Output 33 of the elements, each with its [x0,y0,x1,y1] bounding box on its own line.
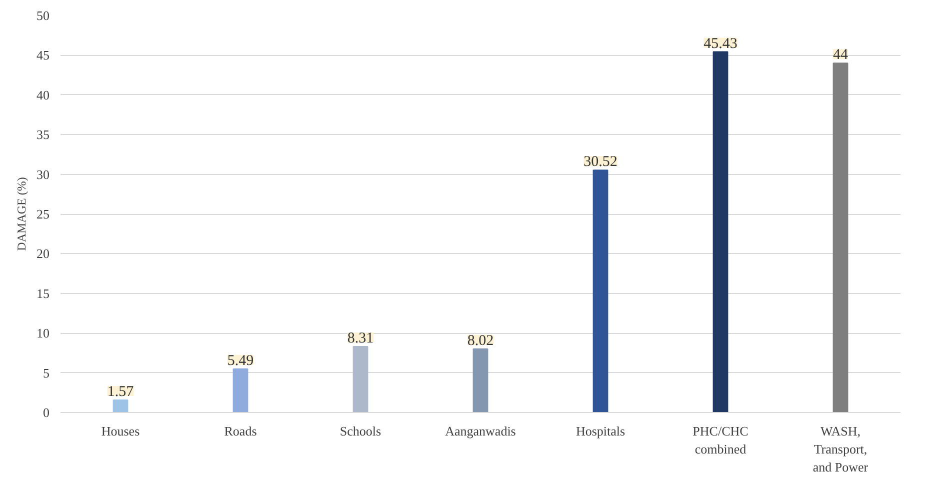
bar [592,170,608,412]
y-axis-title: DAMAGE (%) [14,177,28,251]
bar [832,62,848,412]
x-tick-label: Roads [224,424,257,438]
bar [232,368,248,412]
y-tick-label: 50 [36,8,50,23]
y-tick-label: 5 [43,365,50,380]
data-label: 8.02 [467,332,494,349]
x-tick-label: PHC/CHC combined [692,424,748,456]
y-tick-label: 30 [36,166,50,182]
y-tick-label: 15 [36,286,50,301]
data-label: 1.57 [107,384,134,400]
x-tick-label: WASH, Transport, and Power [812,424,869,474]
data-label: 44 [833,47,848,64]
bar [112,400,128,412]
y-tick-label: 10 [36,326,50,341]
x-tick-label: Aanganwadis [445,424,516,438]
bar [472,348,488,412]
data-label: 45.43 [704,36,738,52]
data-label: 5.49 [227,352,254,369]
data-label: 30.52 [584,154,618,170]
y-tick-label: 25 [36,206,50,222]
bar [712,51,728,412]
y-tick-label: 45 [36,48,50,63]
y-tick-label: 0 [43,405,50,420]
x-tick-label: Schools [340,424,382,438]
bar [352,346,368,412]
x-tick-label: Houses [101,424,140,438]
y-tick-label: 35 [36,127,50,142]
y-tick-label: 20 [36,246,50,262]
x-tick-label: Hospitals [576,424,626,438]
data-label: 8.31 [347,330,374,347]
y-tick-label: 40 [36,87,50,102]
